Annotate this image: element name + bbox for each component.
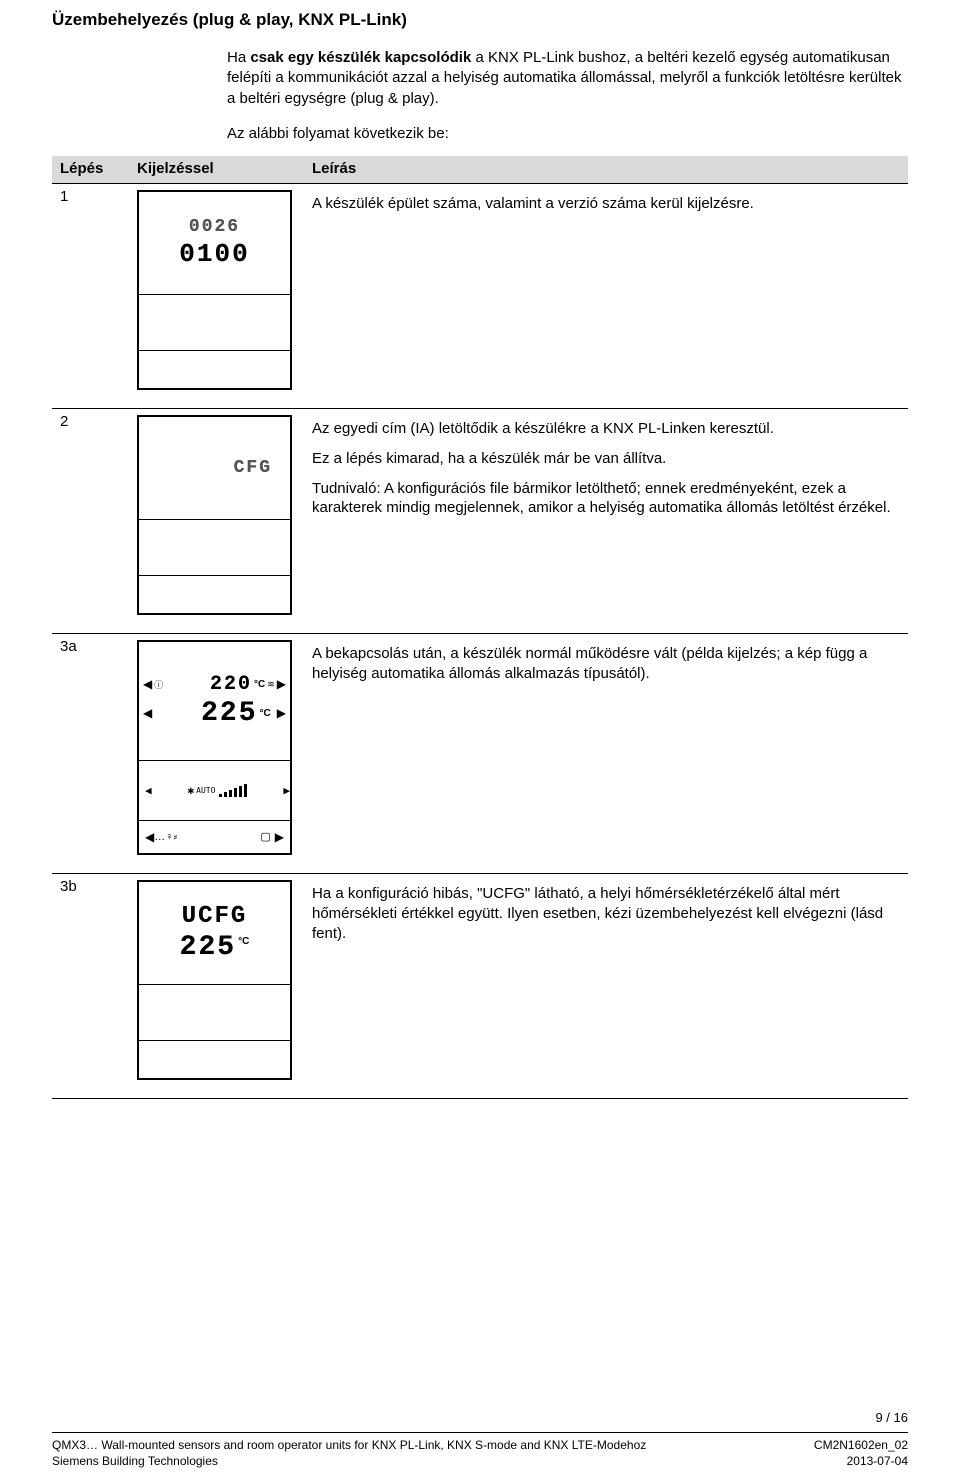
th-description: Leírás	[304, 156, 908, 184]
display-cell: ◀ ⓘ 220 °C ≋ ▶ ◀ 225	[129, 634, 304, 874]
degree-c-icon: °C	[238, 936, 249, 947]
th-display: Kijelzéssel	[129, 156, 304, 184]
triangle-right-icon: ▶	[277, 677, 286, 691]
footer-doc-id: CM2N1602en_02	[814, 1437, 908, 1453]
description-text: Ez a lépés kimarad, ha a készülék már be…	[312, 449, 900, 469]
table-row: 3a ◀ ⓘ 220 °C ≋ ▶	[52, 634, 908, 874]
display-middle	[139, 295, 290, 351]
display-setpoint: 220	[210, 673, 252, 696]
display-bottom	[139, 1041, 290, 1078]
triangle-right-solid-icon: ▶	[275, 830, 284, 844]
display-line-1: ◀ ⓘ 220 °C ≋ ▶	[139, 673, 290, 696]
triangle-left-solid-icon: ◀	[145, 830, 154, 844]
display-big-number: 0100	[179, 239, 249, 269]
degree-c-icon: °C	[254, 679, 265, 690]
mode-icon: …	[154, 831, 165, 843]
footer-right: CM2N1602en_02 2013-07-04	[814, 1437, 908, 1469]
triangle-left-icon: ◀	[143, 706, 152, 720]
heat-icon: ≋	[267, 679, 275, 690]
display-top: ◀ ⓘ 220 °C ≋ ▶ ◀ 225	[139, 642, 290, 761]
table-row: 2 CFG Az egyedi cím (IA) letöltődik a ké…	[52, 409, 908, 634]
page-footer: QMX3… Wall-mounted sensors and room oper…	[52, 1432, 908, 1469]
footer-left: QMX3… Wall-mounted sensors and room oper…	[52, 1437, 646, 1469]
description-text: Ha a konfiguráció hibás, "UCFG" látható,…	[312, 884, 900, 943]
triangle-left-icon: ◀	[145, 784, 152, 797]
intro-paragraph-1: Ha csak egy készülék kapcsolódik a KNX P…	[227, 48, 908, 109]
device-display: ◀ ⓘ 220 °C ≋ ▶ ◀ 225	[137, 640, 292, 855]
fan-bars-icon	[219, 783, 247, 797]
device-display: UCFG 225 °C	[137, 880, 292, 1080]
description-text: Tudnivaló: A konfigurációs file bármikor…	[312, 479, 900, 519]
page-number: 9 / 16	[875, 1410, 908, 1425]
display-top: 0026 0100	[139, 192, 290, 295]
display-temperature: 225	[180, 932, 236, 963]
window-icon: ▢	[260, 830, 270, 843]
description-cell: Ha a konfiguráció hibás, "UCFG" látható,…	[304, 874, 908, 1099]
display-bottom	[139, 576, 290, 613]
table-header-row: Lépés Kijelzéssel Leírás	[52, 156, 908, 184]
description-text: A készülék épület száma, valamint a verz…	[312, 194, 900, 214]
footer-date: 2013-07-04	[814, 1453, 908, 1469]
triangle-right-icon: ▶	[283, 784, 290, 797]
display-bottom	[139, 351, 290, 388]
display-middle: ◀ ✱ AUTO ▶	[139, 761, 290, 821]
description-text: Az egyedi cím (IA) letöltődik a készülék…	[312, 419, 900, 439]
table-row: 1 0026 0100 A készülék épület száma, val…	[52, 184, 908, 409]
description-cell: A bekapcsolás után, a készülék normál mű…	[304, 634, 908, 874]
step-number: 1	[52, 184, 129, 409]
triangle-right-icon: ▶	[277, 706, 286, 720]
step-number: 3b	[52, 874, 129, 1099]
display-cell: 0026 0100	[129, 184, 304, 409]
section-title: Üzembehelyezés (plug & play, KNX PL-Link…	[52, 10, 908, 30]
display-ucfg-text: UCFG	[182, 903, 248, 930]
description-cell: A készülék épület száma, valamint a verz…	[304, 184, 908, 409]
display-middle	[139, 520, 290, 576]
footer-doc-title: QMX3… Wall-mounted sensors and room oper…	[52, 1437, 646, 1453]
info-icon: ⓘ	[154, 678, 163, 691]
display-cfg-text: CFG	[234, 458, 272, 478]
intro-paragraph-2: Az alábbi folyamat következik be:	[227, 124, 908, 144]
degree-c-icon: °C	[260, 708, 271, 719]
device-display: 0026 0100	[137, 190, 292, 390]
signal-icon: ⸗	[173, 831, 177, 843]
description-text: A bekapcsolás után, a készülék normál mű…	[312, 644, 900, 684]
display-bottom: ◀ … ♀ ⸗ ▢ ▶	[139, 821, 290, 853]
triangle-left-icon: ◀	[143, 677, 152, 691]
footer-company: Siemens Building Technologies	[52, 1453, 646, 1469]
display-cell: CFG	[129, 409, 304, 634]
display-top: CFG	[139, 417, 290, 520]
auto-label: AUTO	[196, 786, 215, 795]
intro-p1-prefix: Ha	[227, 49, 250, 66]
step-number: 3a	[52, 634, 129, 874]
display-line-2: ◀ 225 °C ▶	[139, 698, 290, 729]
device-display: CFG	[137, 415, 292, 615]
display-middle	[139, 985, 290, 1041]
th-step: Lépés	[52, 156, 129, 184]
description-cell: Az egyedi cím (IA) letöltődik a készülék…	[304, 409, 908, 634]
steps-table: Lépés Kijelzéssel Leírás 1 0026 0100	[52, 156, 908, 1099]
display-small-number: 0026	[189, 217, 240, 237]
table-row: 3b UCFG 225 °C	[52, 874, 908, 1099]
display-temperature: 225	[201, 698, 257, 729]
fan-icon: ✱	[188, 784, 195, 797]
step-number: 2	[52, 409, 129, 634]
intro-p1-bold: csak egy készülék kapcsolódik	[250, 49, 471, 66]
lightbulb-icon: ♀	[165, 831, 173, 843]
display-cell: UCFG 225 °C	[129, 874, 304, 1099]
display-top: UCFG 225 °C	[139, 882, 290, 985]
